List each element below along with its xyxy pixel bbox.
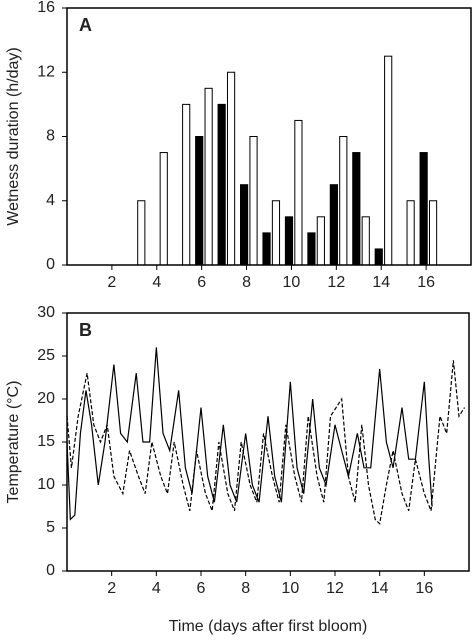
y-tick-label: 5 xyxy=(46,519,55,536)
bar xyxy=(217,103,226,266)
x-tick-label: 16 xyxy=(415,580,433,597)
line xyxy=(66,360,466,525)
x-axis-label: Time (days after first bloom) xyxy=(169,618,368,635)
bar xyxy=(384,55,393,266)
bar xyxy=(249,136,258,266)
y-tick-label: 16 xyxy=(37,0,55,16)
y-tick-label: 0 xyxy=(46,256,55,273)
y-tick-label: 0 xyxy=(46,562,55,579)
x-tick-label: 8 xyxy=(242,274,251,291)
line xyxy=(66,347,433,521)
y-axis-label: Wetness duration (h/day) xyxy=(5,47,22,225)
x-tick-label: 4 xyxy=(152,580,161,597)
x-tick-label: 10 xyxy=(283,274,301,291)
bar xyxy=(307,232,316,266)
y-tick-label: 4 xyxy=(46,192,55,209)
bar xyxy=(294,119,303,266)
x-tick-label: 10 xyxy=(281,580,299,597)
y-tick-label: 25 xyxy=(37,347,55,364)
bar xyxy=(271,200,281,266)
y-tick-label: 10 xyxy=(37,476,55,493)
y-tick-label: 30 xyxy=(37,304,55,321)
bar xyxy=(419,152,428,266)
bar xyxy=(316,216,325,266)
bar xyxy=(226,71,236,266)
x-tick-label: 14 xyxy=(372,274,390,291)
y-tick-label: 8 xyxy=(46,128,55,145)
bar xyxy=(352,152,361,266)
bar xyxy=(361,216,370,266)
bar xyxy=(339,136,348,266)
bar xyxy=(262,232,271,266)
bar xyxy=(239,184,249,266)
bar xyxy=(428,200,438,266)
y-tick-label: 15 xyxy=(37,433,55,450)
bar xyxy=(406,200,415,266)
x-tick-label: 2 xyxy=(107,274,116,291)
panel-label: A xyxy=(79,15,92,35)
bar xyxy=(182,103,191,266)
bar xyxy=(329,184,338,266)
x-tick-label: 8 xyxy=(241,580,250,597)
bar xyxy=(204,87,213,266)
x-tick-label: 6 xyxy=(197,274,206,291)
bar xyxy=(137,200,146,266)
x-tick-label: 4 xyxy=(152,274,161,291)
bar xyxy=(195,136,204,266)
x-tick-label: 14 xyxy=(371,580,389,597)
x-tick-label: 2 xyxy=(107,580,116,597)
y-tick-label: 20 xyxy=(37,390,55,407)
x-tick-label: 6 xyxy=(197,580,206,597)
bar xyxy=(284,216,294,266)
x-tick-label: 16 xyxy=(417,274,435,291)
y-axis-label: Temperature (°C) xyxy=(5,381,22,504)
bar xyxy=(374,248,383,266)
x-tick-label: 12 xyxy=(326,580,344,597)
y-tick-label: 12 xyxy=(37,63,55,80)
x-tick-label: 12 xyxy=(327,274,345,291)
bar xyxy=(159,152,168,266)
panel-label: B xyxy=(79,320,92,340)
